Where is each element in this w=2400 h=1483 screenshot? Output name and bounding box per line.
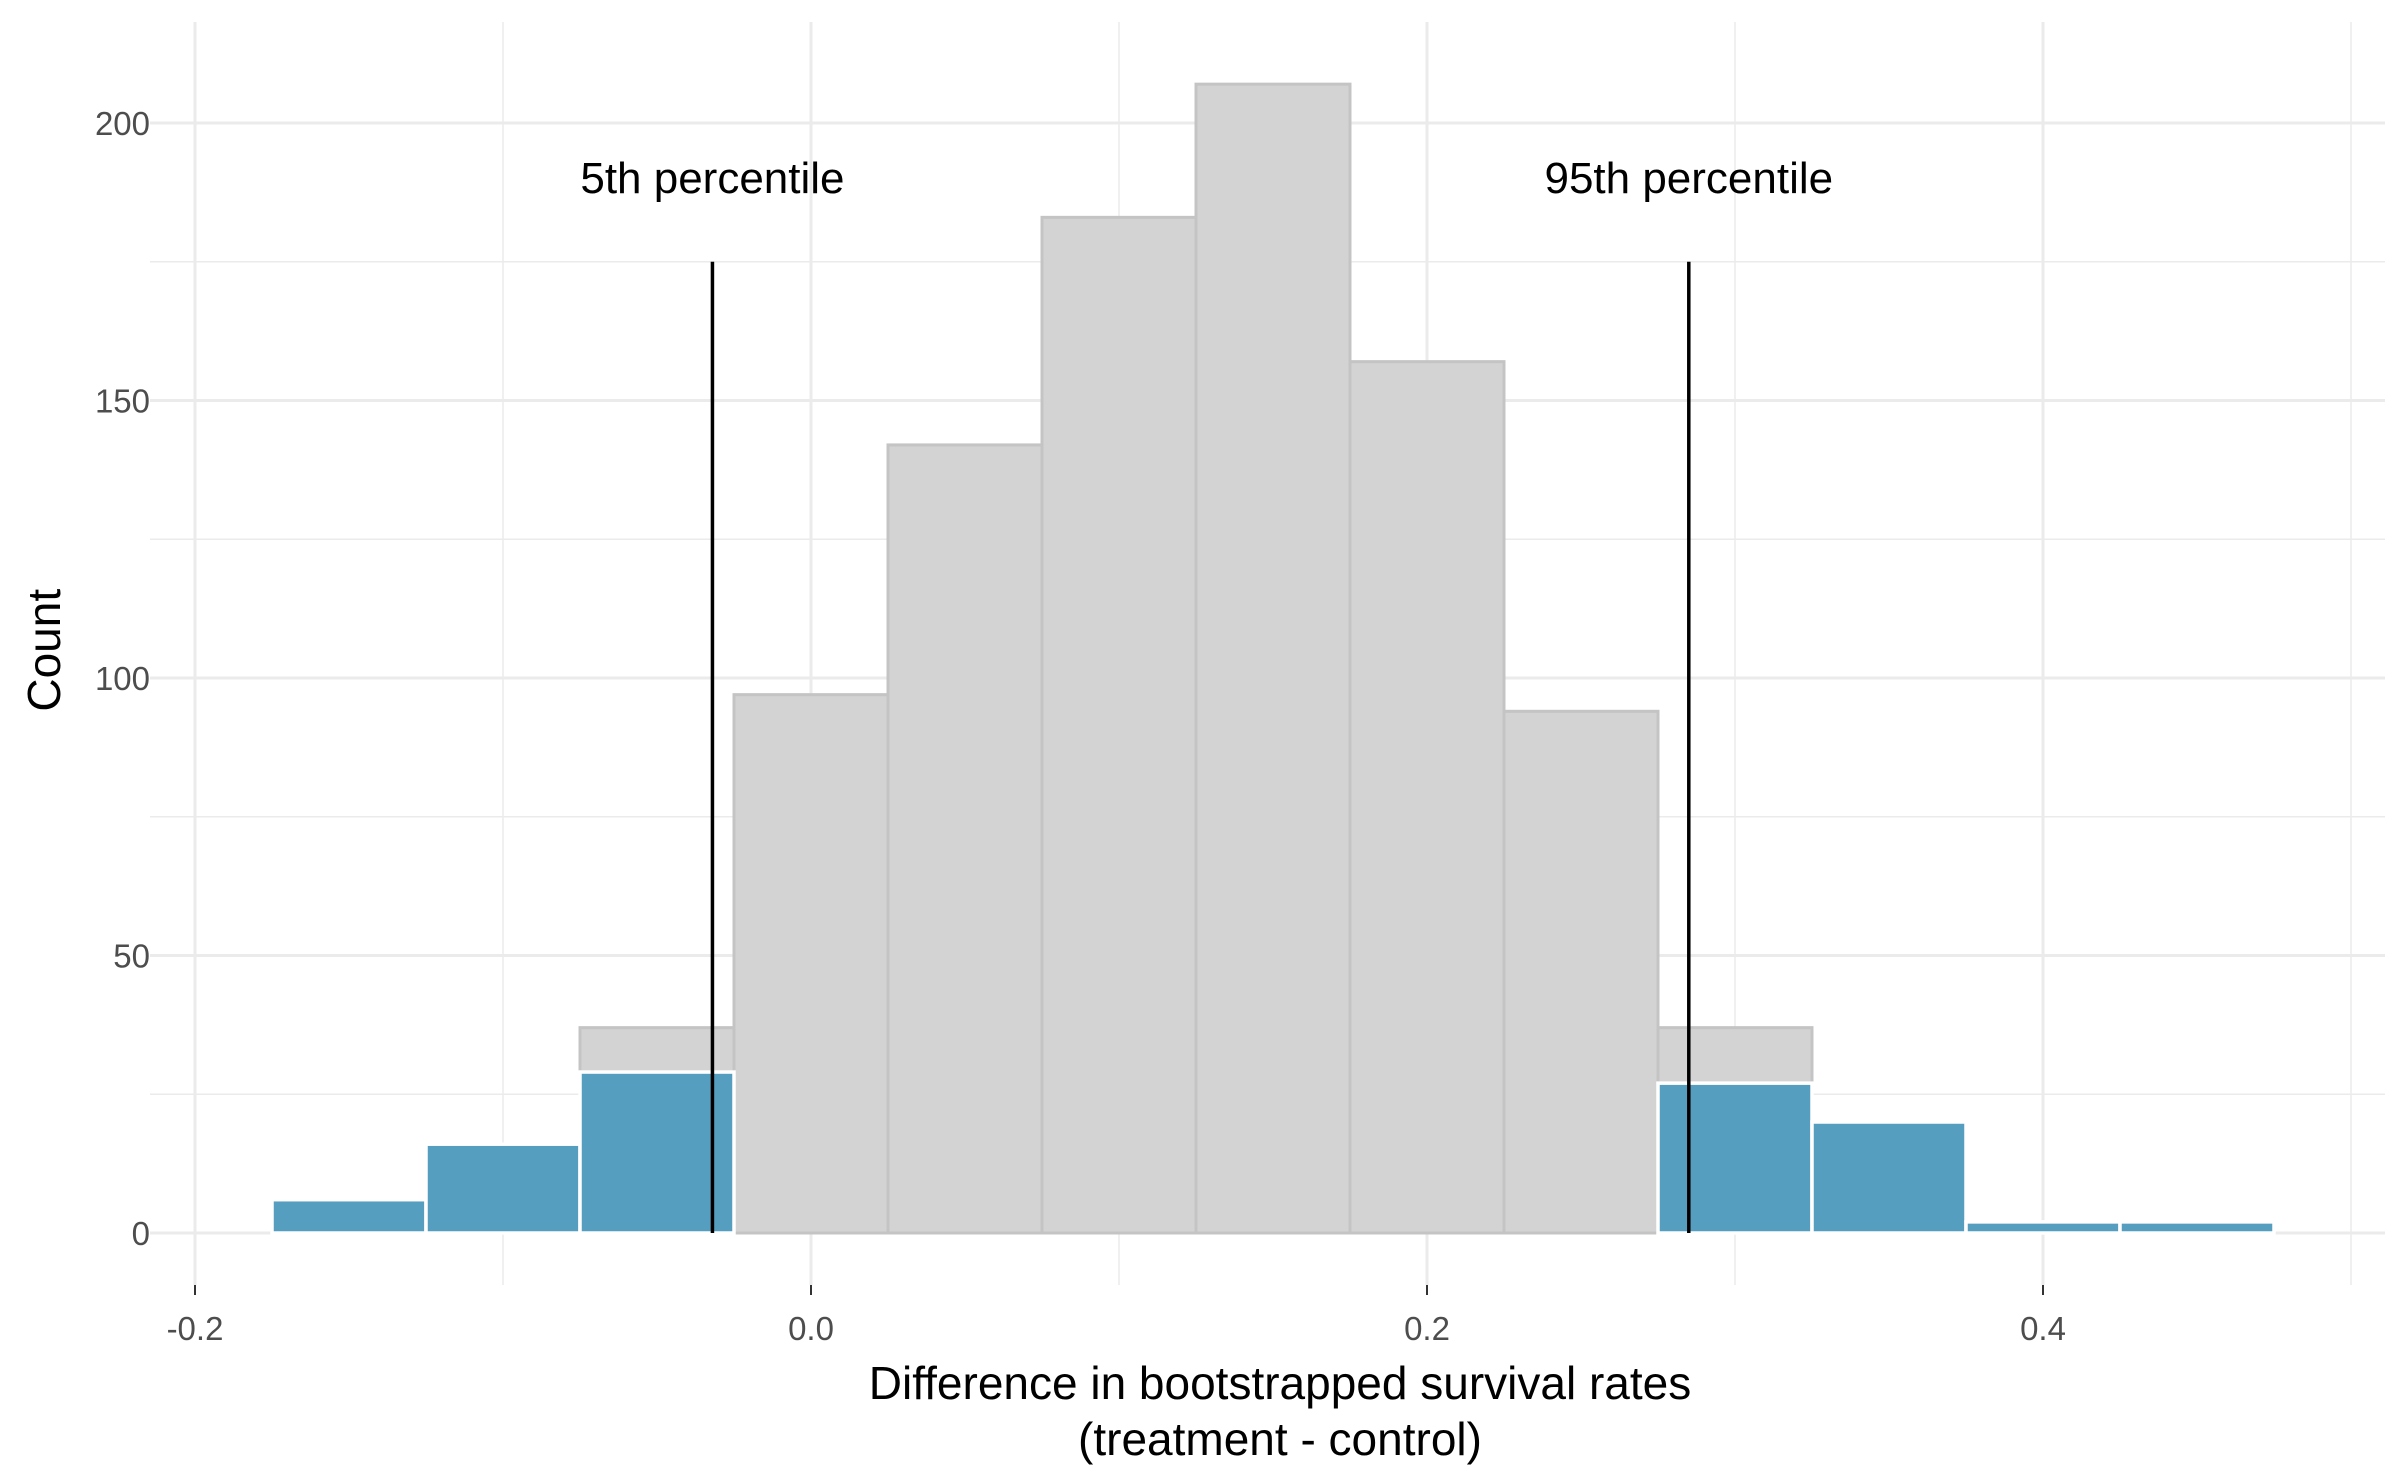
tail-bar — [1810, 1120, 1968, 1235]
histogram-bar — [1502, 709, 1660, 1235]
tail-bar — [1656, 1081, 1814, 1235]
tail-bar — [424, 1142, 582, 1235]
percentile-label: 5th percentile — [580, 154, 844, 203]
tail-bar — [578, 1070, 736, 1235]
x-axis-title-line1: Difference in bootstrapped survival rate… — [869, 1357, 1691, 1409]
percentile-annotations: 5th percentile 95th percentile — [580, 154, 1833, 1233]
histogram-bar — [886, 443, 1044, 1235]
y-tick-label: 150 — [95, 383, 150, 420]
y-tick-label: 100 — [95, 660, 150, 697]
histogram-bar — [1348, 360, 1506, 1235]
histogram-bar — [732, 693, 890, 1235]
histogram-bar — [1194, 82, 1352, 1235]
y-tick-label: 0 — [132, 1215, 150, 1252]
x-axis-title-line2: (treatment - control) — [1078, 1413, 1482, 1465]
y-axis-title: Count — [18, 589, 70, 712]
y-tick-label: 200 — [95, 105, 150, 142]
x-tick-label: 0.0 — [788, 1310, 834, 1347]
bars-all-samples — [578, 82, 1814, 1235]
axis-ticks: -0.2 0.0 0.2 0.4 0 50 100 150 200 — [95, 105, 2066, 1347]
x-tick-label: 0.4 — [2020, 1310, 2066, 1347]
histogram-bar — [1040, 215, 1198, 1235]
bars-tails — [270, 1070, 2276, 1235]
tail-bar — [270, 1197, 428, 1235]
x-tick-label: -0.2 — [167, 1310, 224, 1347]
percentile-label: 95th percentile — [1544, 154, 1833, 203]
tail-bar — [2118, 1220, 2276, 1235]
y-tick-label: 50 — [113, 938, 150, 975]
x-tick-label: 0.2 — [1404, 1310, 1450, 1347]
tail-bar — [1964, 1220, 2122, 1235]
